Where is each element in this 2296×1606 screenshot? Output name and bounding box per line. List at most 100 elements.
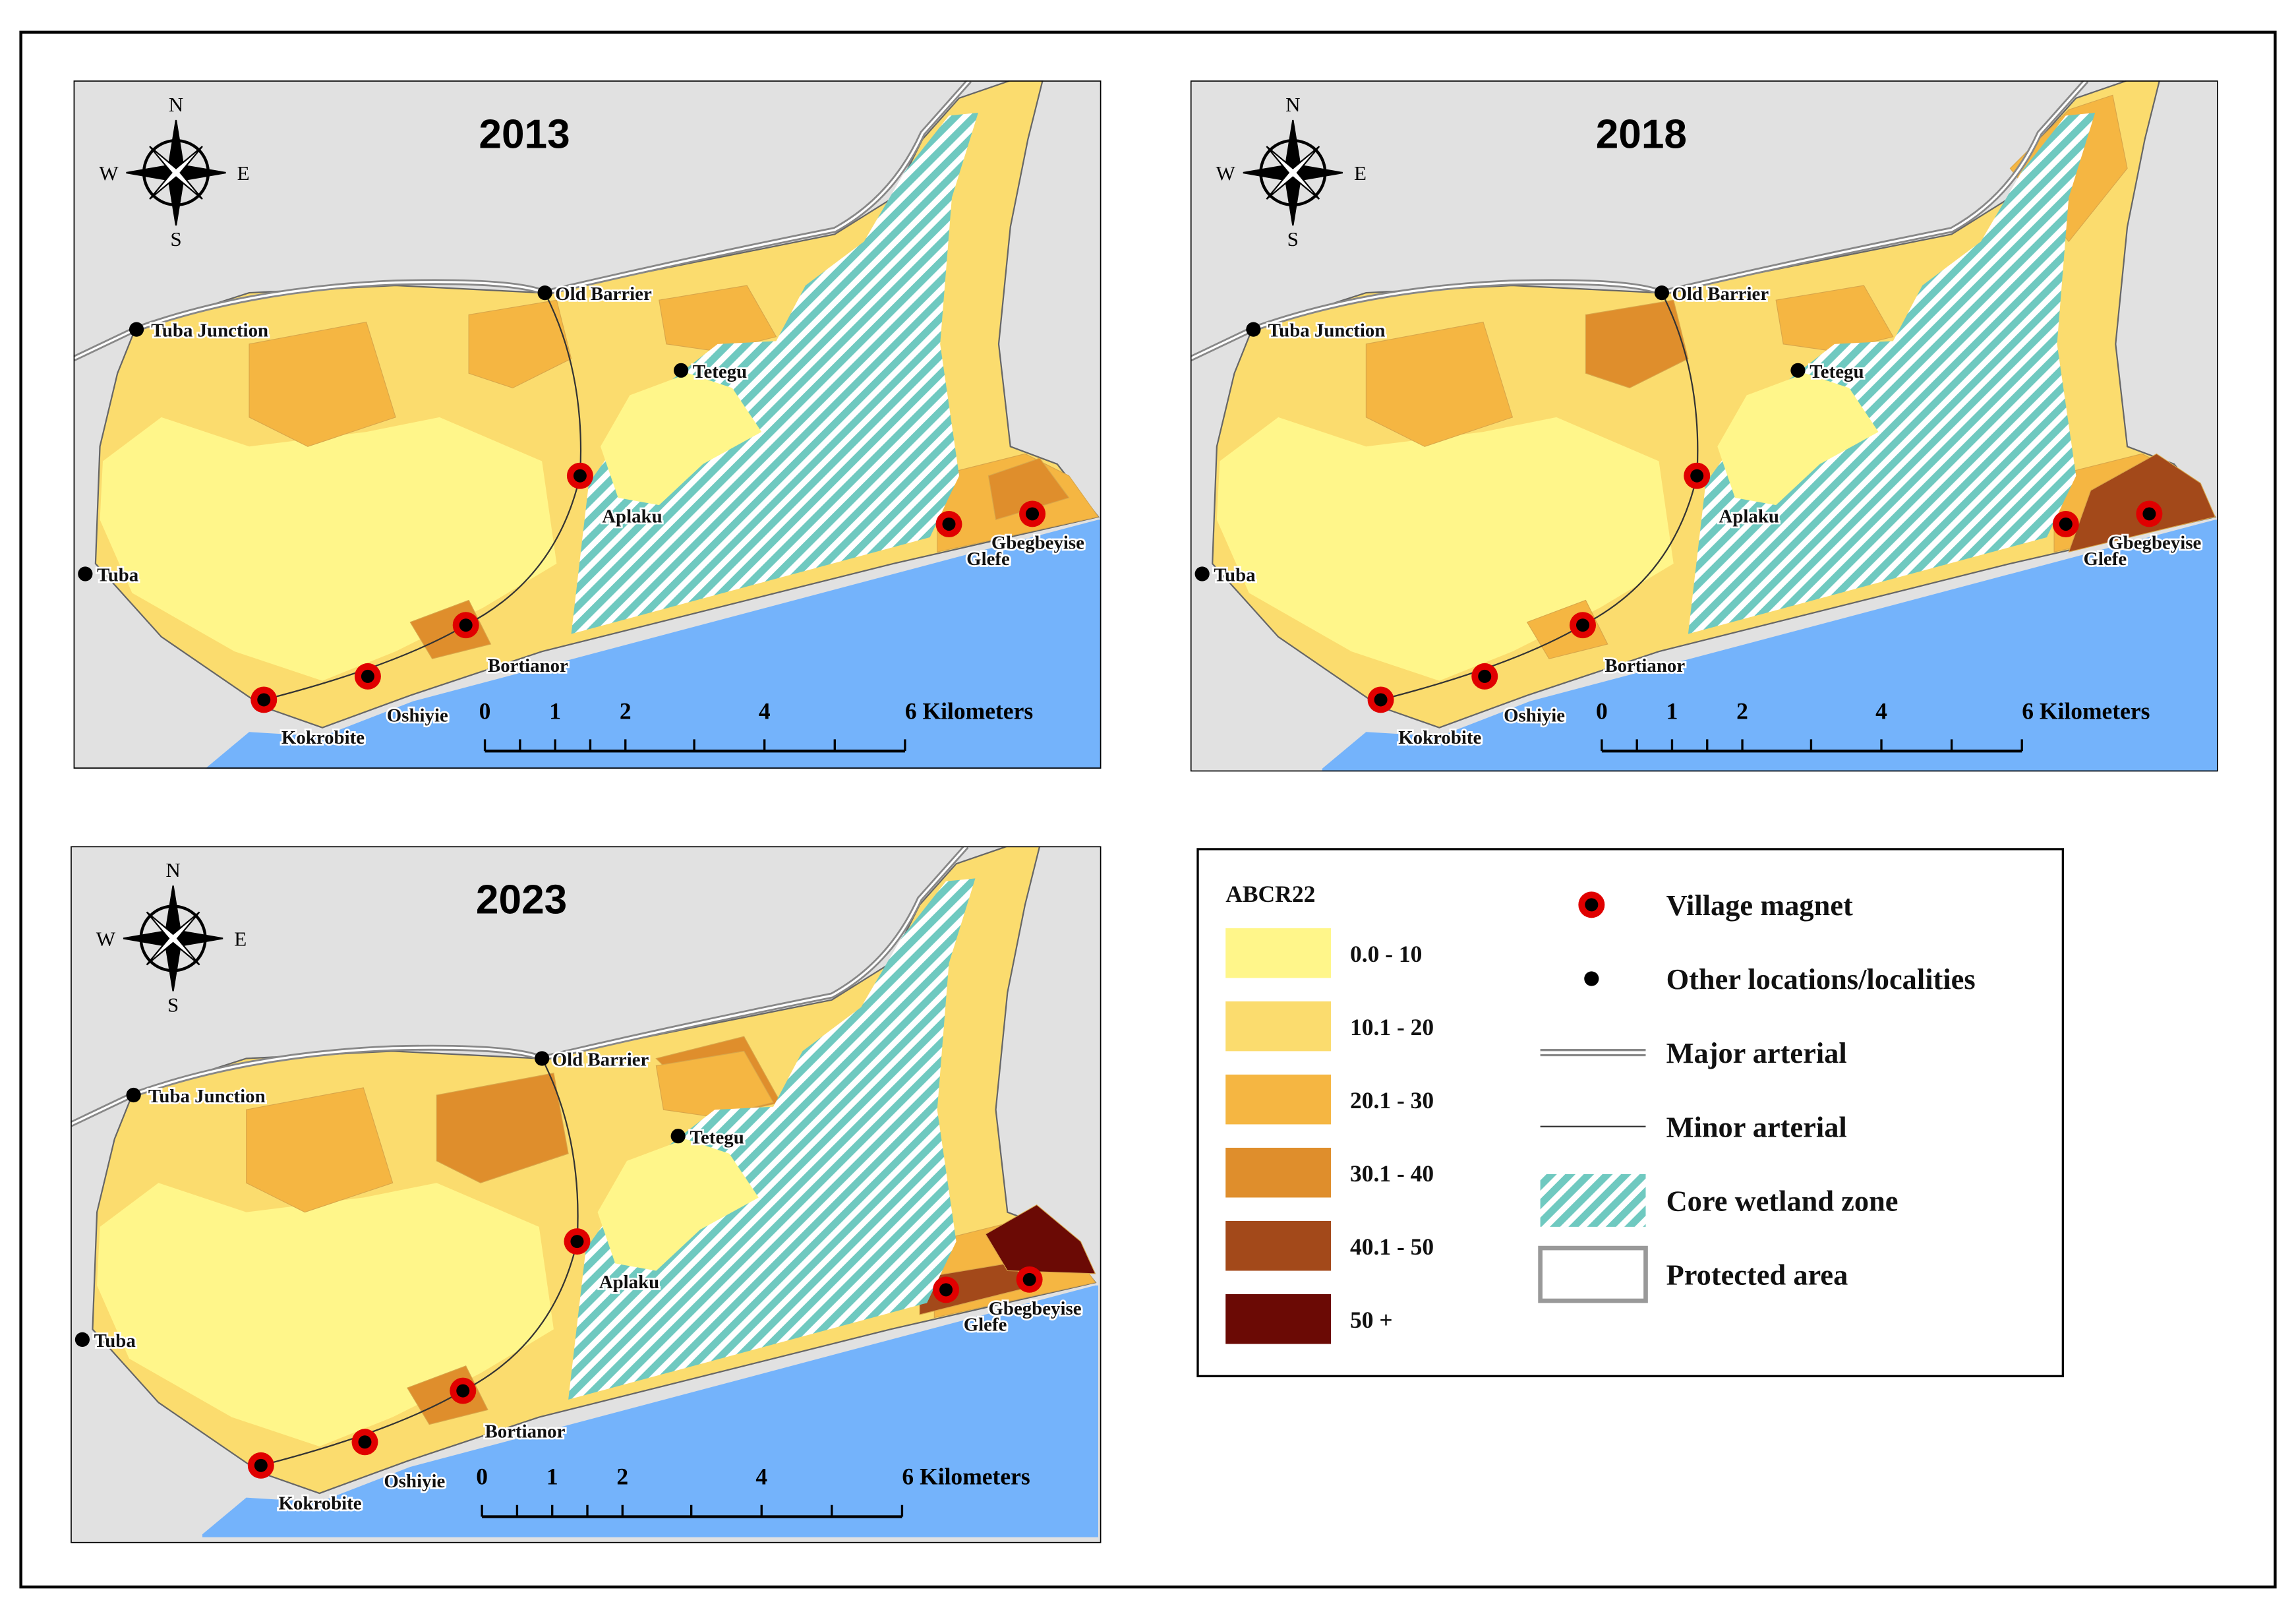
compass-label: N: [169, 93, 183, 116]
legend-title: ABCR22: [1225, 881, 1315, 907]
locality-marker: [1654, 285, 1670, 301]
minor-arterial: [263, 292, 582, 701]
locality-marker: [78, 566, 93, 581]
village-marker-center: [942, 517, 956, 531]
wetland: [1688, 112, 2096, 634]
place-label: Kokrobite: [1398, 727, 1481, 748]
scale-label: 2: [1736, 698, 1748, 724]
scale-label: 6 Kilometers: [902, 1464, 1030, 1490]
legend-swatch: [1225, 1147, 1332, 1198]
locality-marker: [537, 285, 552, 301]
compass-label: W: [99, 162, 119, 185]
scale-label: 2: [620, 698, 632, 724]
map-body: [1190, 80, 2218, 772]
legend-symbol-label: Protected area: [1666, 1259, 1848, 1292]
scale-label: 1: [549, 698, 561, 724]
village-marker-center: [257, 693, 271, 707]
place-label: Tuba Junction: [148, 1086, 266, 1107]
map-title: 2023: [476, 877, 567, 923]
village-marker-center: [1026, 507, 1040, 521]
village-marker-center: [1576, 618, 1590, 632]
compass-label: W: [1216, 162, 1236, 185]
place-label: Kokrobite: [281, 727, 365, 748]
legend-class-label: 30.1 - 40: [1350, 1160, 1434, 1187]
district: [1585, 299, 1689, 389]
place-label: Oshiyie: [1504, 705, 1565, 727]
protected-symbol: [1538, 1245, 1648, 1303]
place-label: Bortianor: [485, 1421, 566, 1442]
legend-swatch: [1225, 1294, 1332, 1344]
place-label: Tuba: [94, 1330, 136, 1352]
wetland: [571, 112, 978, 634]
district: [249, 321, 396, 447]
legend-symbol-label: Major arterial: [1666, 1036, 1847, 1069]
scale-label: 0: [1596, 698, 1608, 724]
compass-label: S: [1287, 227, 1299, 251]
place-label: Tetegu: [1810, 361, 1864, 382]
compass-label: E: [234, 928, 247, 951]
place-label: Gbegbeyise: [2108, 533, 2201, 554]
legend: ABCR22 0.0 - 10 10.1 - 20 20.1 - 30 30.1 - 4…: [1196, 848, 2065, 1378]
map-body: [73, 80, 1102, 769]
place-label: Tuba: [1214, 565, 1255, 586]
map-panel: 2023 N S W E Tuba Junction Old Barrier Tetegu Ap…: [71, 846, 1102, 1543]
place-label: Oshiyie: [387, 705, 448, 727]
compass-rose: N S W E: [99, 93, 249, 251]
village-marker-center: [361, 669, 374, 683]
locality-marker: [670, 1129, 686, 1144]
scale-label: 1: [1666, 698, 1678, 724]
wetland-symbol: [1540, 1174, 1646, 1227]
village-marker-center: [1374, 693, 1388, 707]
village-marker-center: [939, 1283, 953, 1297]
village-marker-center: [2142, 507, 2156, 521]
district: [246, 1087, 394, 1213]
place-label: Gbegbeyise: [988, 1298, 1081, 1319]
scale-label: 0: [479, 698, 491, 724]
village-marker-center: [254, 1458, 268, 1472]
compass-label: E: [1354, 162, 1367, 185]
sea: [1322, 520, 2218, 772]
legend-symbol-label: Core wetland zone: [1666, 1184, 1899, 1217]
legend-symbol-label: Minor arterial: [1666, 1110, 1847, 1143]
place-label: Aplaku: [1719, 506, 1779, 527]
scale-label: 6 Kilometers: [2022, 698, 2150, 724]
locality-marker: [674, 363, 689, 378]
place-label: Tuba Junction: [1268, 320, 1386, 342]
legend-class-label: 10.1 - 20: [1350, 1014, 1434, 1040]
legend-swatch: [1225, 1220, 1332, 1271]
place-label: Oshiyie: [384, 1471, 445, 1492]
compass-star: [149, 146, 203, 200]
compass-label: N: [165, 858, 180, 881]
legend-class-label: 50 +: [1350, 1307, 1393, 1333]
village-marker-center: [456, 1384, 470, 1398]
scale-label: 4: [1875, 698, 1887, 724]
locality-marker: [1790, 363, 1806, 378]
legend-symbol-label: Village magnet: [1666, 889, 1853, 922]
minor-arterial: [260, 1057, 579, 1466]
scale-label: 2: [616, 1464, 628, 1490]
village-marker-center: [1022, 1272, 1036, 1286]
place-label: Old Barrier: [555, 283, 652, 305]
village-marker-center: [358, 1435, 372, 1449]
district: [436, 1073, 569, 1183]
place-label: Old Barrier: [552, 1050, 649, 1071]
legend-swatch: [1225, 928, 1332, 978]
village-marker-center: [1478, 669, 1492, 683]
place-label: Bortianor: [488, 655, 568, 676]
place-label: Glefe: [2083, 549, 2127, 570]
legend-class-label: 40.1 - 50: [1350, 1234, 1434, 1260]
place-label: Tetegu: [690, 1127, 744, 1148]
compass-label: N: [1285, 93, 1300, 116]
place-label: Gbegbeyise: [991, 533, 1084, 554]
scale-label: 4: [755, 1464, 767, 1490]
legend-class-label: 20.1 - 30: [1350, 1087, 1434, 1114]
map-panel: 2018 N S W E Tuba Junction Old Barrier Tetegu Ap…: [1190, 80, 2218, 772]
district: [468, 299, 572, 389]
map-body: [71, 846, 1102, 1543]
compass-label: W: [96, 928, 116, 951]
wetland: [568, 878, 976, 1400]
scale-label: 4: [759, 698, 771, 724]
compass-label: S: [170, 227, 181, 251]
place-label: Aplaku: [602, 506, 662, 527]
